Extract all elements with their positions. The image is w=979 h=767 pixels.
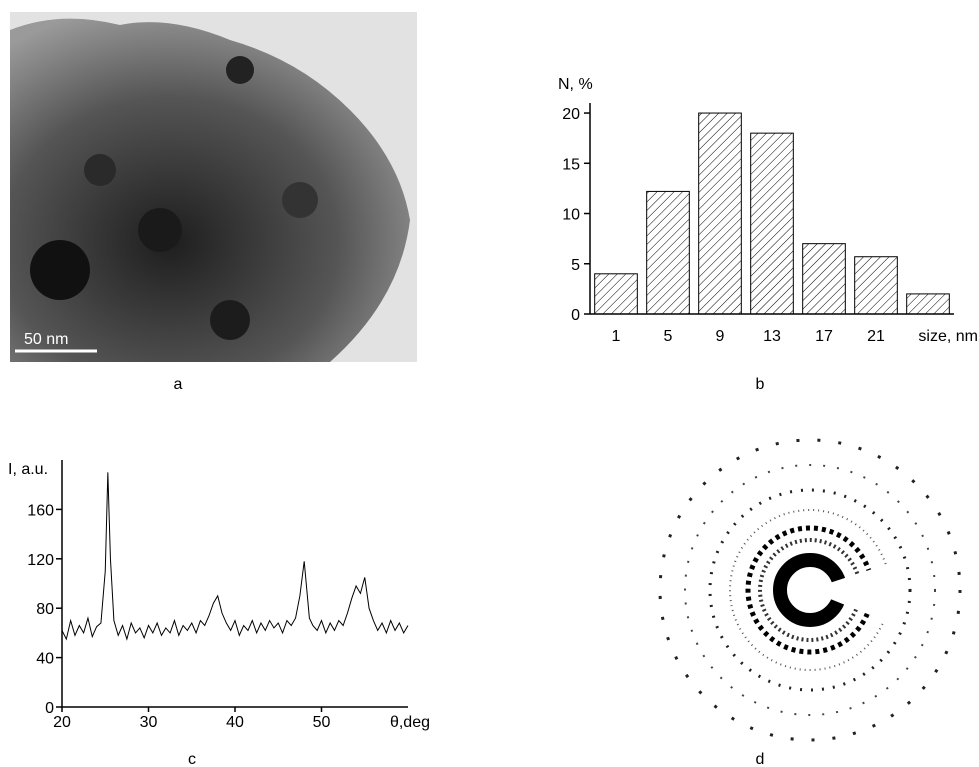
y-tick-label: 160 <box>27 502 54 519</box>
bar <box>750 132 794 315</box>
x-tick-label: 50 <box>313 714 331 731</box>
x-tick-label: 40 <box>226 714 244 731</box>
x-tick-label: 17 <box>815 328 833 345</box>
panel-caption: b <box>756 376 765 393</box>
y-tick-label: 0 <box>45 700 54 717</box>
y-axis-label: N, % <box>558 76 593 93</box>
y-tick-label: 20 <box>562 106 580 123</box>
panel-caption: d <box>756 751 765 767</box>
x-tick-label: 20 <box>53 714 71 731</box>
bar <box>906 293 950 315</box>
x-axis-label: θ,deg <box>390 714 430 731</box>
bar <box>854 256 898 315</box>
bar <box>594 273 638 315</box>
y-tick-label: 40 <box>36 651 54 668</box>
panel-caption: c <box>188 751 196 767</box>
scale-bar-label: 50 nm <box>24 331 68 348</box>
y-tick-label: 80 <box>36 601 54 618</box>
bar <box>698 112 742 315</box>
line-series <box>61 472 409 641</box>
x-axis-label: size, nm <box>918 328 978 345</box>
diffraction-image <box>658 438 962 742</box>
bar <box>646 190 690 315</box>
x-tick-label: 13 <box>763 328 781 345</box>
y-tick-label: 15 <box>562 156 580 173</box>
y-axis-label: I, a.u. <box>8 461 48 478</box>
x-tick-label: 21 <box>867 328 885 345</box>
y-tick-label: 0 <box>571 307 580 324</box>
x-tick-label: 1 <box>612 328 621 345</box>
y-tick-label: 5 <box>571 257 580 274</box>
y-tick-label: 10 <box>562 207 580 224</box>
y-tick-label: 120 <box>27 552 54 569</box>
panel-caption: a <box>174 376 183 393</box>
tem-image: 50 nm <box>10 12 417 362</box>
x-tick-label: 5 <box>664 328 673 345</box>
x-tick-label: 30 <box>140 714 158 731</box>
x-tick-label: 9 <box>716 328 725 345</box>
bar <box>802 243 846 315</box>
